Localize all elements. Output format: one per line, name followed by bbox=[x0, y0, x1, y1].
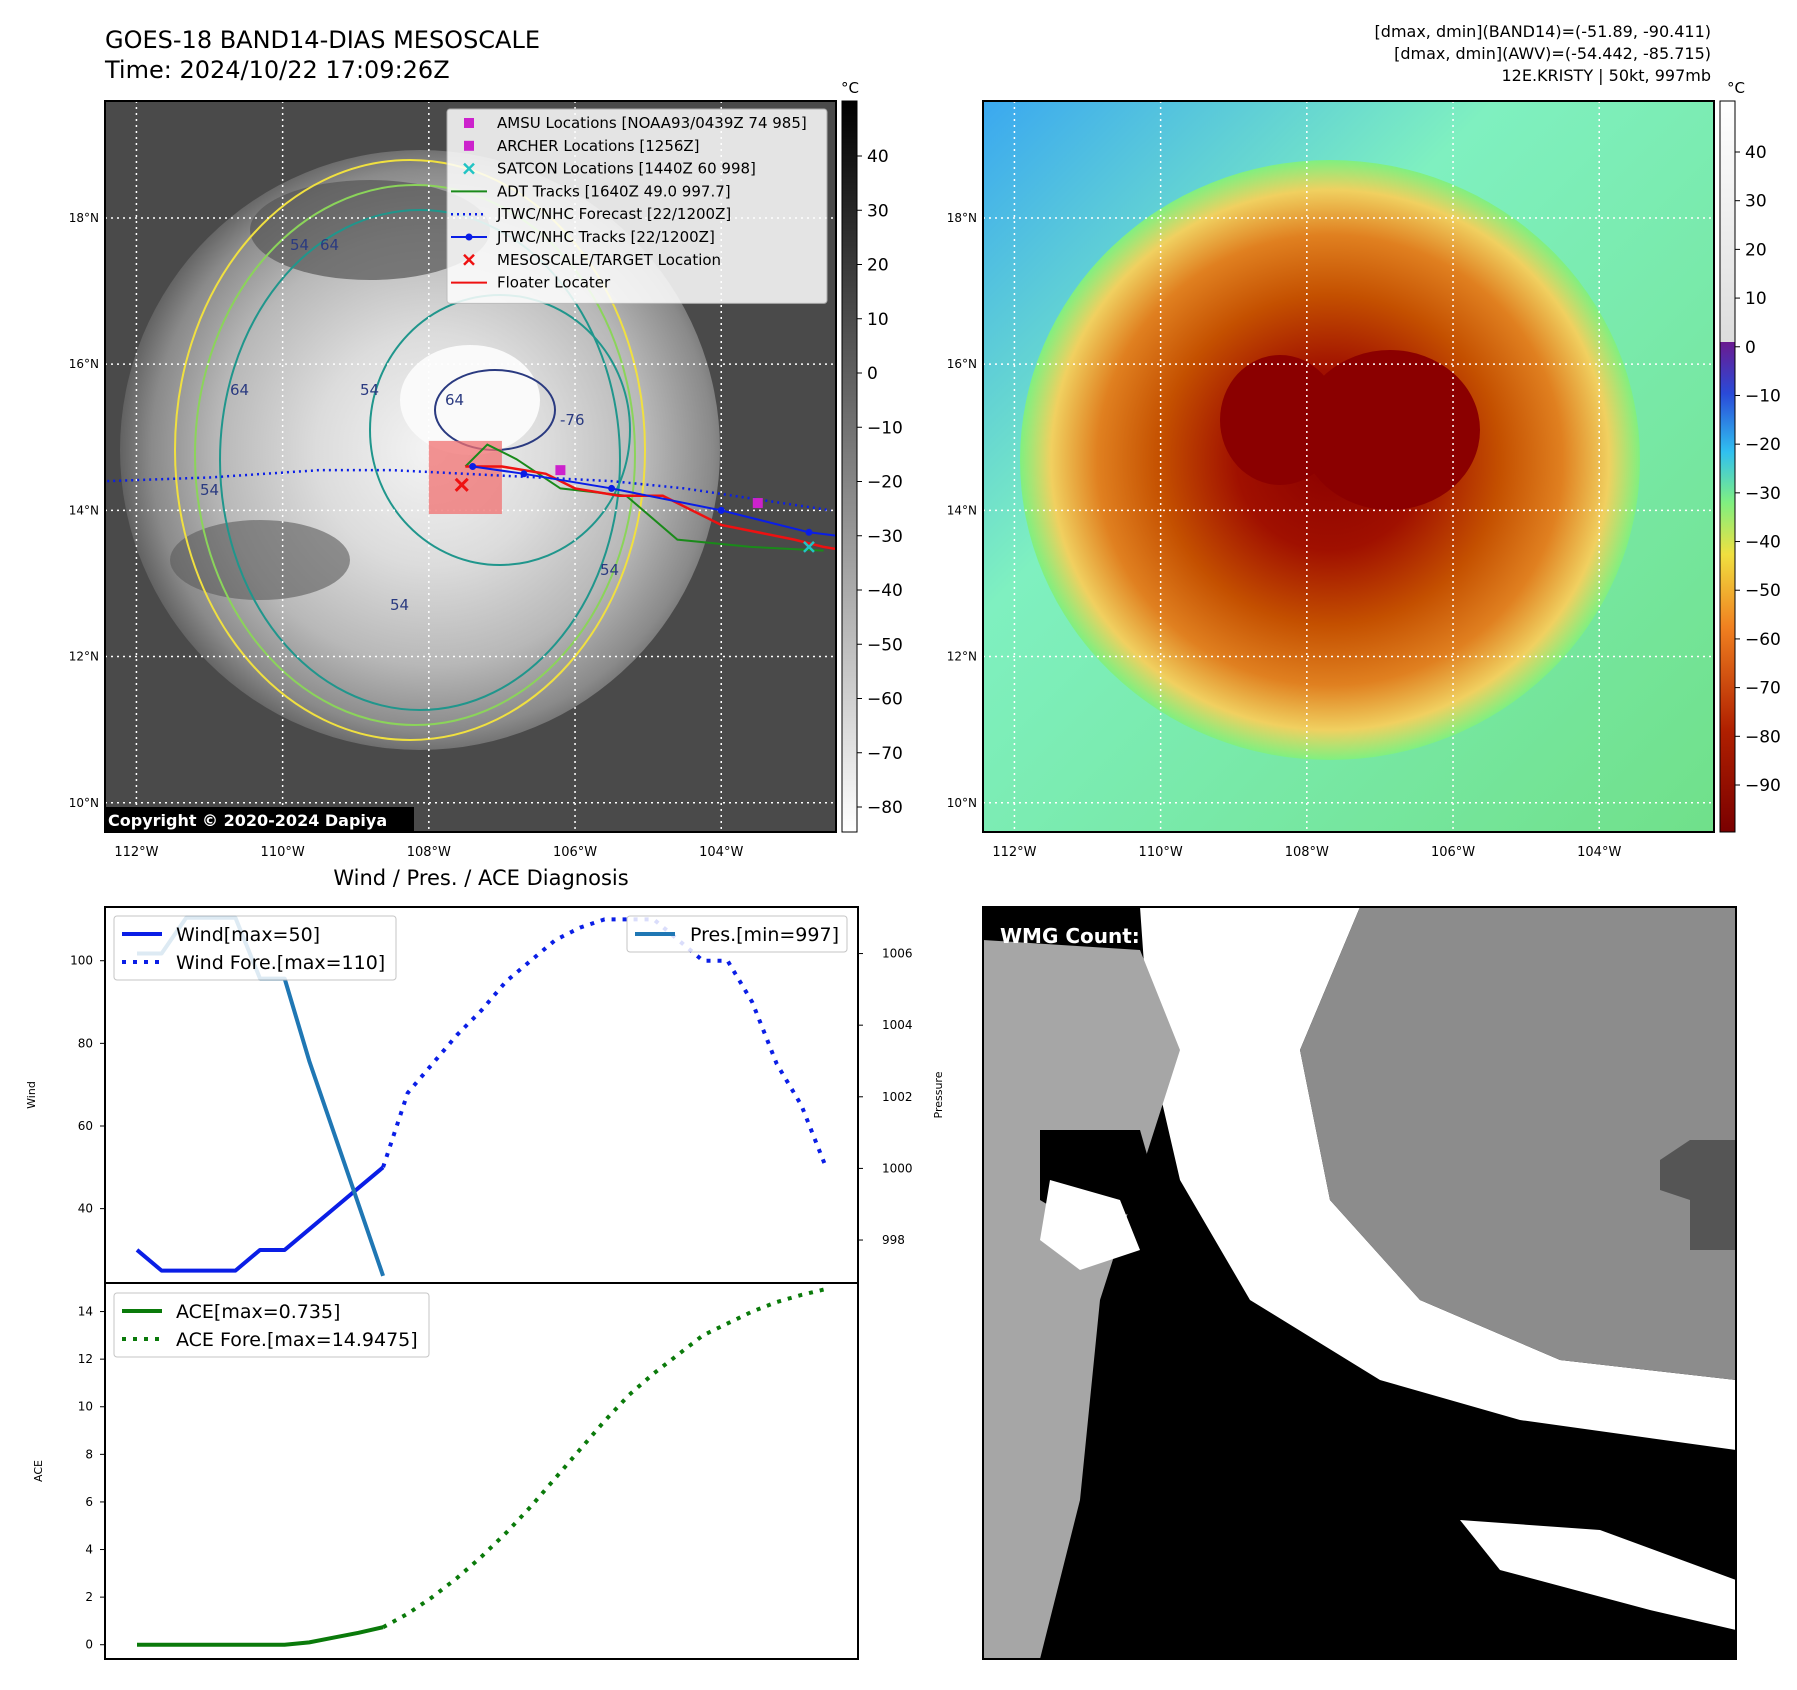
ir-colorbar-tick: −30 bbox=[867, 527, 903, 547]
ir-lat-tick: 16°N bbox=[69, 357, 99, 371]
ir-colorbar-tick: 0 bbox=[867, 364, 878, 384]
ir-legend-box bbox=[446, 108, 828, 304]
ir-lon-tick: 112°W bbox=[114, 845, 158, 860]
ir-band-dark-sw bbox=[170, 520, 350, 600]
ir-colorbar-tick: −70 bbox=[867, 744, 903, 764]
target-location-marker bbox=[454, 477, 469, 492]
figure-title-line2: Time: 2024/10/22 17:09:26Z bbox=[105, 56, 450, 84]
ir-band-dark-ne bbox=[250, 180, 490, 280]
ir-colorbar-tick: −80 bbox=[867, 798, 903, 818]
ir-colorbar-tick: −10 bbox=[867, 418, 903, 438]
contour-teal-outer bbox=[219, 209, 621, 711]
ir-colorbar-tick: 30 bbox=[867, 201, 889, 221]
figure-title-line1: GOES-18 BAND14-DIAS MESOSCALE bbox=[105, 26, 541, 54]
ir-colorbar-unit: °C bbox=[841, 79, 859, 97]
stats-line3: 12E.KRISTY | 50kt, 997mb bbox=[1501, 66, 1712, 85]
ir-eyewall bbox=[400, 345, 540, 455]
contour-label: 64 bbox=[320, 236, 339, 254]
stats-line1: [dmax, dmin](BAND14)=(-51.89, -90.411) bbox=[1374, 22, 1711, 41]
ir-colorbar-tick: −60 bbox=[867, 690, 903, 710]
jtwc-track-point bbox=[805, 528, 813, 536]
contour-label: 54 bbox=[200, 481, 219, 499]
ir-legend-marker bbox=[464, 118, 474, 128]
contour-label: 54 bbox=[360, 381, 379, 399]
ir-lat-tick: 12°N bbox=[69, 650, 99, 664]
ir-lon-tick: 106°W bbox=[553, 845, 597, 860]
contour-label: 64 bbox=[230, 381, 249, 399]
ir-legend-marker bbox=[464, 140, 474, 151]
floater-track bbox=[465, 465, 836, 551]
target-box bbox=[428, 440, 502, 515]
ir-legend-label: AMSU Locations [NOAA93/0439Z 74 985] bbox=[497, 114, 807, 132]
ir-legend-label: JTWC/NHC Tracks [22/1200Z] bbox=[496, 228, 715, 246]
ir-legend-label: ARCHER Locations [1256Z] bbox=[497, 137, 700, 155]
ir-legend-label: JTWC/NHC Forecast [22/1200Z] bbox=[496, 205, 731, 223]
stats-line2: [dmax, dmin](AWV)=(-54.442, -85.715) bbox=[1394, 44, 1711, 63]
jtwc-track bbox=[472, 465, 836, 537]
ir-lon-tick: 108°W bbox=[407, 845, 451, 860]
contour-lightgreen bbox=[194, 184, 636, 726]
contour-label: 54 bbox=[390, 596, 409, 614]
copyright-text: Copyright © 2020-2024 Dapiya bbox=[108, 811, 387, 830]
amsu-location-marker bbox=[752, 498, 763, 509]
ir-colorbar-tick: 20 bbox=[867, 256, 889, 276]
jtwc-track-point bbox=[520, 470, 528, 478]
jtwc-track-point bbox=[608, 484, 616, 492]
contour-label: 54 bbox=[290, 236, 309, 254]
ir-lat-tick: 18°N bbox=[69, 211, 99, 225]
copyright-box bbox=[104, 807, 414, 833]
ir-legend-label: SATCON Locations [1440Z 60 998] bbox=[497, 160, 756, 178]
contour-label: 64 bbox=[445, 391, 464, 409]
ir-map-frame bbox=[104, 100, 837, 833]
ir-lat-tick: 10°N bbox=[69, 796, 99, 810]
ir-colorbar-tick: 40 bbox=[867, 147, 889, 167]
ir-legend-marker bbox=[463, 253, 475, 266]
ir-legend-label: Floater Locater bbox=[497, 274, 611, 292]
ir-legend-marker bbox=[463, 162, 475, 175]
ir-lat-tick: 14°N bbox=[69, 503, 99, 517]
ir-colorbar-tick: −50 bbox=[867, 635, 903, 655]
ir-legend-label: ADT Tracks [1640Z 49.0 997.7] bbox=[497, 182, 731, 200]
ir-colorbar-tick: −20 bbox=[867, 473, 903, 493]
contour-yellow bbox=[174, 159, 646, 741]
jtwc-track-point bbox=[469, 463, 477, 470]
contour-label: -76 bbox=[560, 411, 585, 429]
ir-legend-label: MESOSCALE/TARGET Location bbox=[497, 251, 721, 269]
ir-colorbar bbox=[841, 100, 858, 833]
ir-lon-tick: 110°W bbox=[261, 845, 305, 860]
amsu-location-marker bbox=[555, 465, 566, 476]
ir-colorbar-tick: 10 bbox=[867, 310, 889, 330]
ir-colorbar-tick: −40 bbox=[867, 581, 903, 601]
jtwc-forecast-track bbox=[107, 468, 832, 512]
satcon-location-marker bbox=[803, 541, 815, 553]
ir-lon-tick: 104°W bbox=[699, 845, 743, 860]
jtwc-track-point bbox=[717, 506, 725, 514]
contour-label: 54 bbox=[600, 561, 619, 579]
